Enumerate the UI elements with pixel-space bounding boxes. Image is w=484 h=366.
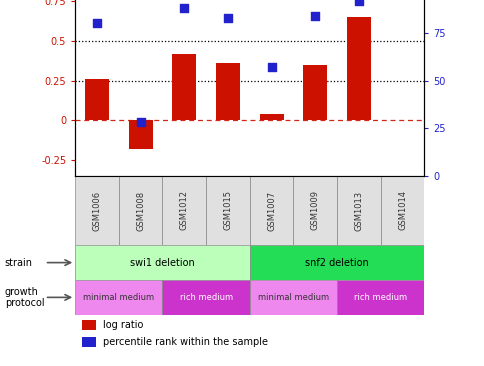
Point <box>311 13 318 19</box>
Text: minimal medium: minimal medium <box>83 293 154 302</box>
Text: rich medium: rich medium <box>179 293 232 302</box>
Text: GSM1014: GSM1014 <box>397 190 406 231</box>
Text: strain: strain <box>5 258 33 268</box>
Bar <box>206 176 249 245</box>
Text: GSM1006: GSM1006 <box>92 190 101 231</box>
Bar <box>119 176 162 245</box>
Bar <box>215 63 240 120</box>
Bar <box>259 114 283 120</box>
Bar <box>75 245 249 280</box>
Bar <box>162 280 249 315</box>
Point <box>180 5 188 11</box>
Bar <box>293 176 336 245</box>
Bar <box>82 337 96 347</box>
Bar <box>128 120 152 149</box>
Text: GSM1007: GSM1007 <box>267 190 275 231</box>
Point <box>354 0 362 4</box>
Text: GSM1009: GSM1009 <box>310 190 319 231</box>
Point <box>267 64 275 70</box>
Text: snf2 deletion: snf2 deletion <box>304 258 368 268</box>
Text: swi1 deletion: swi1 deletion <box>130 258 195 268</box>
Bar <box>162 176 206 245</box>
Text: GSM1015: GSM1015 <box>223 190 232 231</box>
Bar <box>302 65 327 120</box>
Bar <box>336 176 380 245</box>
Bar <box>249 280 336 315</box>
Bar <box>346 17 370 120</box>
Text: growth
protocol: growth protocol <box>5 287 45 308</box>
Text: minimal medium: minimal medium <box>257 293 328 302</box>
Point <box>224 15 231 20</box>
Point <box>136 119 144 125</box>
Bar <box>75 176 119 245</box>
Bar <box>75 280 162 315</box>
Text: GSM1013: GSM1013 <box>354 190 363 231</box>
Text: percentile rank within the sample: percentile rank within the sample <box>103 337 268 347</box>
Bar <box>380 176 424 245</box>
Bar <box>172 53 196 120</box>
Text: GSM1008: GSM1008 <box>136 190 145 231</box>
Bar <box>249 245 424 280</box>
Text: GSM1012: GSM1012 <box>180 190 188 231</box>
Text: rich medium: rich medium <box>353 293 407 302</box>
Bar <box>82 320 96 330</box>
Bar <box>336 280 424 315</box>
Bar <box>249 176 293 245</box>
Point <box>93 20 101 26</box>
Bar <box>85 79 109 120</box>
Text: log ratio: log ratio <box>103 320 143 330</box>
